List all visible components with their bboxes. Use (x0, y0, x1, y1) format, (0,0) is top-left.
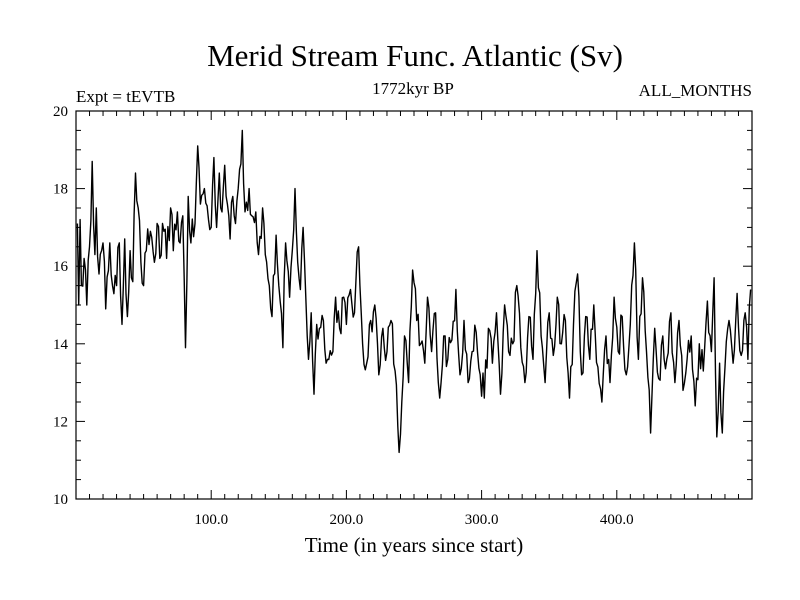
chart-title: Merid Stream Func. Atlantic (Sv) (207, 38, 623, 73)
series-line (76, 129, 752, 454)
months-label: ALL_MONTHS (639, 81, 752, 100)
axis-ticks (76, 111, 752, 499)
x-tick-label: 300.0 (465, 512, 499, 528)
x-axis-label: Time (in years since start) (305, 533, 524, 557)
y-tick-label: 18 (53, 182, 68, 198)
plot-area: 100.0 200.0 300.0 400.0 10 12 14 16 18 20 (53, 104, 753, 528)
y-tick-label: 14 (53, 337, 69, 353)
y-tick-label: 20 (53, 104, 68, 120)
x-tick-label: 400.0 (600, 512, 634, 528)
experiment-label: Expt = tEVTB (76, 87, 175, 106)
x-tick-labels: 100.0 200.0 300.0 400.0 (194, 512, 633, 528)
x-tick-label: 200.0 (330, 512, 364, 528)
y-tick-label: 10 (53, 492, 68, 508)
y-tick-label: 12 (53, 414, 68, 430)
period-label: 1772kyr BP (372, 79, 454, 98)
x-tick-label: 100.0 (194, 512, 228, 528)
plot-frame (75, 110, 753, 500)
y-tick-label: 16 (53, 259, 69, 275)
y-tick-labels: 10 12 14 16 18 20 (53, 104, 69, 508)
